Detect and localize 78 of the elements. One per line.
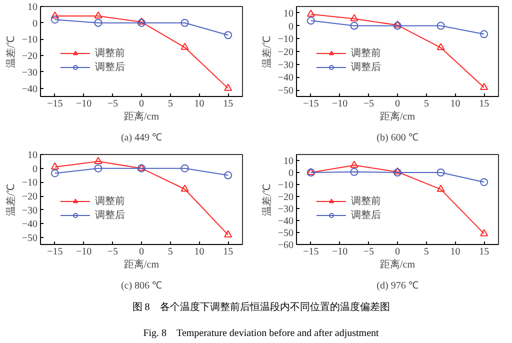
legend-label: 调整后	[351, 208, 381, 222]
y-tick-label: −10	[278, 180, 294, 191]
y-tick-label: 10	[284, 156, 294, 167]
legend-label: 调整前	[351, 195, 381, 208]
x-axis-title: 距离/cm	[380, 110, 416, 122]
x-tick-label: 15	[479, 246, 490, 258]
x-tick-label: −10	[76, 98, 92, 110]
y-tick-label: 10	[28, 150, 38, 161]
x-axis-title: 距离/cm	[124, 110, 160, 122]
legend-label: 调整前	[95, 195, 125, 208]
y-tick-label: −30	[22, 67, 38, 78]
x-tick-label: 5	[168, 246, 173, 258]
x-tick-label: 10	[194, 246, 204, 258]
y-tick-label: 10	[28, 2, 38, 13]
x-tick-label: 5	[168, 98, 173, 110]
x-tick-label: 10	[450, 98, 460, 110]
x-tick-label: −5	[107, 98, 118, 110]
text: (d) 976 ℃	[376, 280, 418, 292]
x-tick-label: −10	[332, 98, 348, 110]
x-tick-label: −15	[303, 98, 319, 110]
y-tick-label: −50	[278, 228, 294, 239]
y-tick-label: 0	[32, 164, 38, 175]
y-tick-label: 0	[288, 21, 294, 32]
x-tick-label: 15	[223, 246, 234, 258]
x-tick-label: 15	[479, 98, 490, 110]
x-tick-label: 5	[424, 98, 429, 110]
y-tick-label: −40	[278, 216, 294, 227]
x-tick-label: −15	[303, 246, 319, 258]
y-tick-label: −20	[22, 51, 38, 62]
y-tick-label: 10	[284, 8, 294, 20]
x-tick-label: 10	[450, 246, 460, 258]
y-axis-title: 温差/℃	[260, 36, 273, 68]
y-tick-label: 0	[288, 168, 294, 179]
y-tick-label: −10	[22, 34, 38, 46]
x-tick-label: −5	[363, 98, 374, 110]
x-axis-title: 距离/cm	[124, 258, 160, 270]
x-tick-label: 15	[223, 98, 234, 110]
y-tick-label: −20	[278, 192, 294, 203]
y-tick-label: −10	[22, 178, 38, 189]
y-tick-label: −30	[278, 60, 294, 71]
y-tick-label: −40	[278, 72, 294, 84]
y-axis-title: 温差/℃	[4, 36, 17, 68]
x-tick-label: −5	[363, 246, 374, 258]
y-tick-label: −40	[22, 84, 38, 95]
x-tick-label: 0	[139, 98, 144, 110]
x-tick-label: 0	[139, 246, 144, 258]
text: (a) 449 ℃	[120, 132, 162, 144]
y-tick-label: −50	[278, 86, 294, 97]
x-tick-label: 5	[424, 246, 429, 258]
x-tick-label: 10	[194, 98, 204, 110]
y-tick-label: −60	[278, 240, 294, 251]
y-tick-label: −50	[22, 233, 38, 244]
y-tick-label: −30	[278, 204, 294, 215]
y-tick-label: −20	[278, 47, 294, 58]
text: (b) 600 ℃	[376, 132, 418, 144]
legend-label: 调整后	[351, 60, 381, 74]
caption: Fig. 8 Temperature deviation before and after adjustment	[143, 327, 379, 341]
legend-label: 调整后	[95, 208, 125, 222]
legend-label: 调整前	[351, 47, 381, 60]
y-axis-title: 温差/℃	[4, 184, 17, 216]
x-tick-label: 0	[395, 98, 400, 110]
x-tick-label: −15	[47, 246, 63, 258]
y-tick-label: 0	[32, 18, 38, 30]
y-tick-label: −20	[22, 192, 38, 203]
x-tick-label: −5	[107, 246, 118, 258]
x-tick-label: 0	[395, 246, 400, 258]
x-axis-title: 距离/cm	[380, 258, 416, 270]
y-tick-label: −10	[278, 34, 294, 46]
y-tick-label: −30	[22, 205, 38, 216]
text: (c) 806 ℃	[120, 280, 162, 292]
x-tick-label: −15	[47, 98, 63, 110]
legend-label: 调整后	[95, 60, 125, 74]
caption: 图 8 各个温度下调整前后恒温段内不同位置的温度偏差图	[132, 301, 390, 315]
y-tick-label: −40	[22, 219, 38, 230]
x-tick-label: −10	[332, 246, 348, 258]
legend-label: 调整前	[95, 47, 125, 60]
x-tick-label: −10	[76, 246, 92, 258]
y-axis-title: 温差/℃	[260, 184, 273, 216]
